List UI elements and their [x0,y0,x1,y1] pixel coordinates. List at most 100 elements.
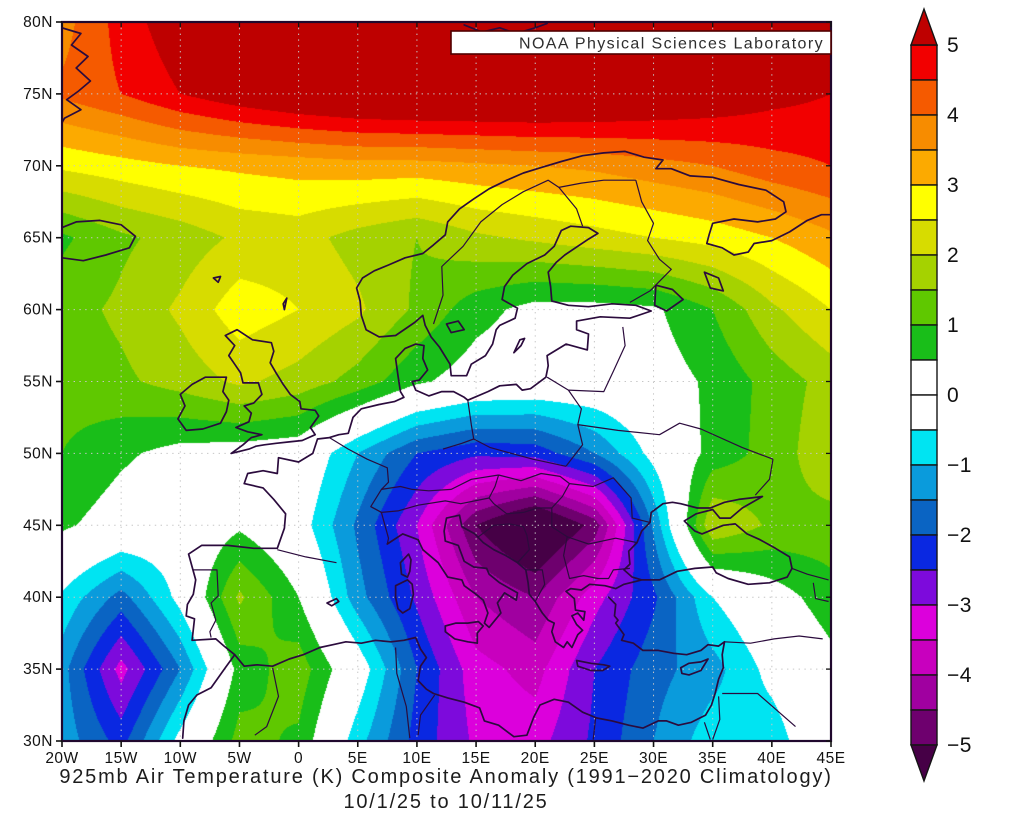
colorbar-label: 2 [947,244,959,267]
lon-tick-label: 0 [294,750,303,767]
border-path [381,474,499,492]
coastline-path [399,553,412,578]
coastline-path [212,275,222,284]
border-path [277,549,337,564]
country-borders-layer [193,179,829,740]
coastline-path [326,597,340,607]
border-path [546,376,582,425]
border-path [432,179,636,325]
colorbar-segment [910,149,938,186]
coastline-path [703,271,725,292]
border-path [478,523,530,564]
colorbar-label: −4 [947,664,972,687]
coastline-path [575,659,611,672]
lat-axis-labels: 30N 35N 40N 45N 50N 55N 60N 65N 70N 75N 80N [23,14,53,750]
colorbar-segment [910,114,938,151]
lon-tick-label: 5W [227,750,251,767]
colorbar-segment [910,534,938,571]
axis-ticks [56,21,832,747]
coastline-path [513,337,526,354]
border-path [558,187,584,227]
border-path [473,438,567,467]
colorbar-segment [910,219,938,256]
border-path [488,472,571,515]
colorbar-label: −1 [947,454,972,477]
border-path [569,477,651,523]
lat-tick-label: 70N [23,158,53,175]
colorbar-segment [910,394,938,431]
coastline-path [653,284,684,312]
noaa-label-background [450,30,832,55]
coastline-path [282,297,288,311]
noaa-label-box: NOAA Physical Sciences Laboratory [450,30,832,55]
lat-tick-label: 60N [23,302,53,319]
coastline-path [444,620,485,645]
lat-tick-label: 35N [23,661,53,678]
coastline-path [62,219,137,262]
lat-tick-label: 40N [23,589,53,606]
coastline-path [679,658,709,676]
lon-tick-label: 15W [104,750,137,767]
border-path [254,667,280,736]
colorbar-segment [910,254,938,291]
lon-tick-label: 40E [757,750,786,767]
colorbar-segment [910,429,938,466]
border-path [370,497,490,513]
lat-tick-label: 50N [23,445,53,462]
colorbar-segment [910,569,938,606]
coastlines-layer [62,22,831,739]
border-path [193,569,219,638]
border-path [791,567,829,581]
border-path [703,722,711,740]
colorbar-segment [910,604,938,641]
colorbar-segment [910,639,938,676]
lon-tick-label: 25E [580,750,609,767]
lat-tick-label: 65N [23,230,53,247]
colorbar-label: 0 [947,384,959,407]
colorbar-segment [910,709,938,746]
colorbar-segment [910,324,938,361]
coastline-path [177,376,230,432]
colorbar-segment [910,499,938,536]
border-path [592,717,597,740]
lat-tick-label: 80N [23,14,53,31]
lon-axis-labels: 20W 15W 10W 5W 0 5E 10E 15E 20E 25E 30E 35E 40E 45E [45,750,845,767]
colorbar-label: −3 [947,594,972,617]
border-path [712,696,721,740]
border-path [722,692,796,728]
colorbar-label: 1 [947,314,959,337]
coastline-path [224,328,320,455]
border-path [568,326,626,393]
lat-tick-label: 55N [23,374,53,391]
colorbar-segment [910,184,938,221]
colorbar-label: 4 [947,104,959,127]
grid-lines [62,22,831,741]
colorbar-label: −5 [947,734,972,757]
lon-tick-label: 30E [639,750,668,767]
colorbar-segment [910,289,938,326]
border-path [754,459,774,496]
coastline-path [185,150,831,656]
colorbar-label: 3 [947,174,959,197]
lon-tick-label: 10W [164,750,197,767]
border-path [442,400,475,450]
border-path [812,582,829,603]
coastline-path [445,320,466,334]
coastline-path [394,579,415,614]
lon-tick-label: 10E [402,750,431,767]
colorbar-segment [910,464,938,501]
border-path [551,508,638,545]
colorbar-arrow-bottom [910,744,938,784]
lon-tick-label: 5E [348,750,368,767]
border-path [724,635,823,644]
noaa-label: NOAA Physical Sciences Laboratory [519,36,824,53]
colorbar-segment [910,79,938,116]
colorbar-segment [910,674,938,711]
lon-tick-label: 20E [521,750,550,767]
colorbar-label: 5 [947,34,959,57]
lat-tick-label: 30N [23,733,53,750]
lon-tick-label: 45E [816,750,845,767]
border-path [417,694,436,736]
